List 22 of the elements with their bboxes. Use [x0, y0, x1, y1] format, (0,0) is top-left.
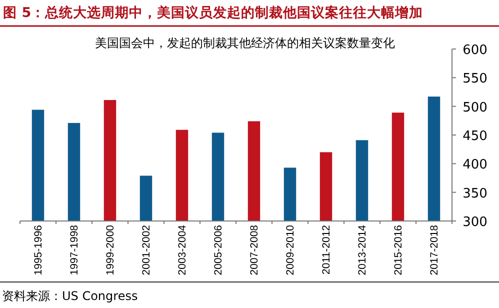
y-tick-label: 550 — [462, 72, 488, 87]
y-tick-label: 500 — [462, 100, 488, 116]
x-tick-label: 2013-2014 — [356, 224, 368, 276]
x-tick-label: 2011-2012 — [320, 224, 332, 274]
x-tick-label: 2001-2002 — [140, 224, 152, 276]
x-tick-label: 2007-2008 — [248, 224, 260, 276]
y-tick-label: 400 — [462, 158, 488, 173]
chart-subtitle: 美国国会中，发起的制裁其他经济体的相关议案数量变化 — [95, 36, 395, 50]
y-tick-label: 350 — [462, 186, 488, 202]
text: 资料来源：US Congress — [2, 289, 138, 303]
x-tick-label: 2003-2004 — [176, 224, 188, 276]
y-tick-label: 300 — [462, 215, 488, 230]
x-tick-label: 2015-2016 — [392, 224, 404, 276]
x-tick-label: 1995-1996 — [32, 224, 44, 276]
y-tick-label: 450 — [462, 129, 488, 144]
x-tick-label: 1997-1998 — [68, 224, 80, 276]
chart-title: 图 5：总统大选周期中，美国议员发起的制裁他国议案往往大幅增加 — [3, 4, 424, 21]
x-tick-label: 1999-2000 — [104, 224, 116, 276]
x-tick-label: 2005-2006 — [212, 224, 224, 276]
y-tick-label: 600 — [462, 43, 488, 58]
x-tick-label: 2017-2018 — [428, 224, 440, 276]
x-tick-label: 2009-2010 — [284, 224, 296, 276]
